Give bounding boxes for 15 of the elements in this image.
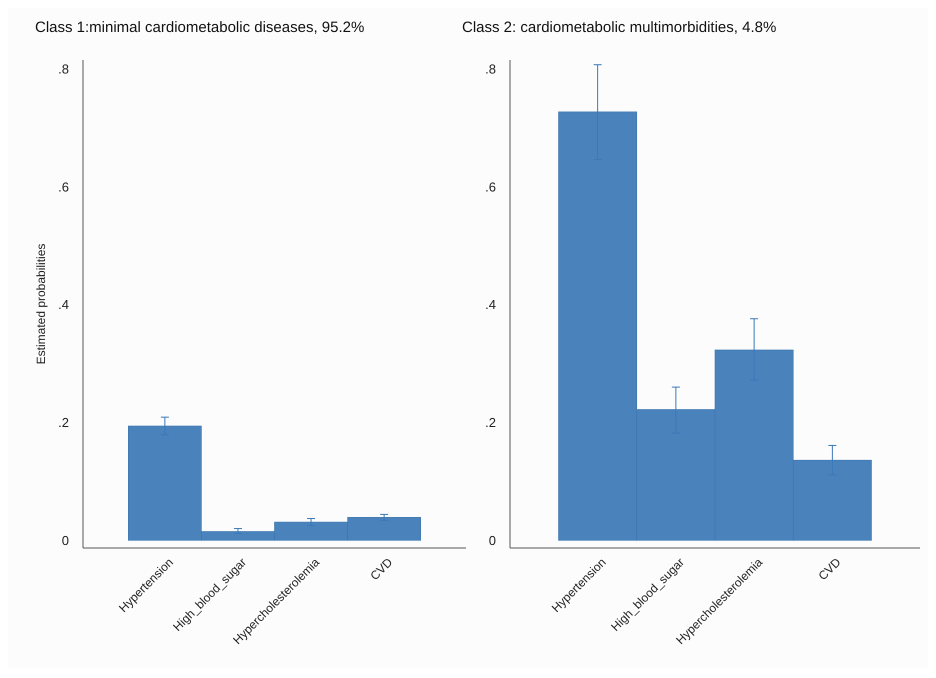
y-tick-label: .2 [485,415,496,430]
y-axis-title: Estimated probabilities [34,244,48,364]
chart-title: Class 1:minimal cardiometabolic diseases, 95.2% [35,19,364,36]
x-tick-label: CVD [816,554,844,584]
y-tick-label: .6 [485,179,496,194]
y-tick-label: .8 [58,61,69,76]
y-tick-label: 0 [488,532,496,548]
y-tick-label: .6 [58,179,69,194]
y-tick-label: .4 [485,297,496,312]
y-tick-label: .8 [485,61,496,76]
x-tick-label: CVD [367,554,396,584]
y-tick-label: .2 [58,415,69,430]
chart-title: Class 2: cardiometabolic multimorbidities, 4.8% [462,19,776,36]
y-tick-label: .4 [58,297,69,312]
y-tick-label: 0 [62,532,69,548]
